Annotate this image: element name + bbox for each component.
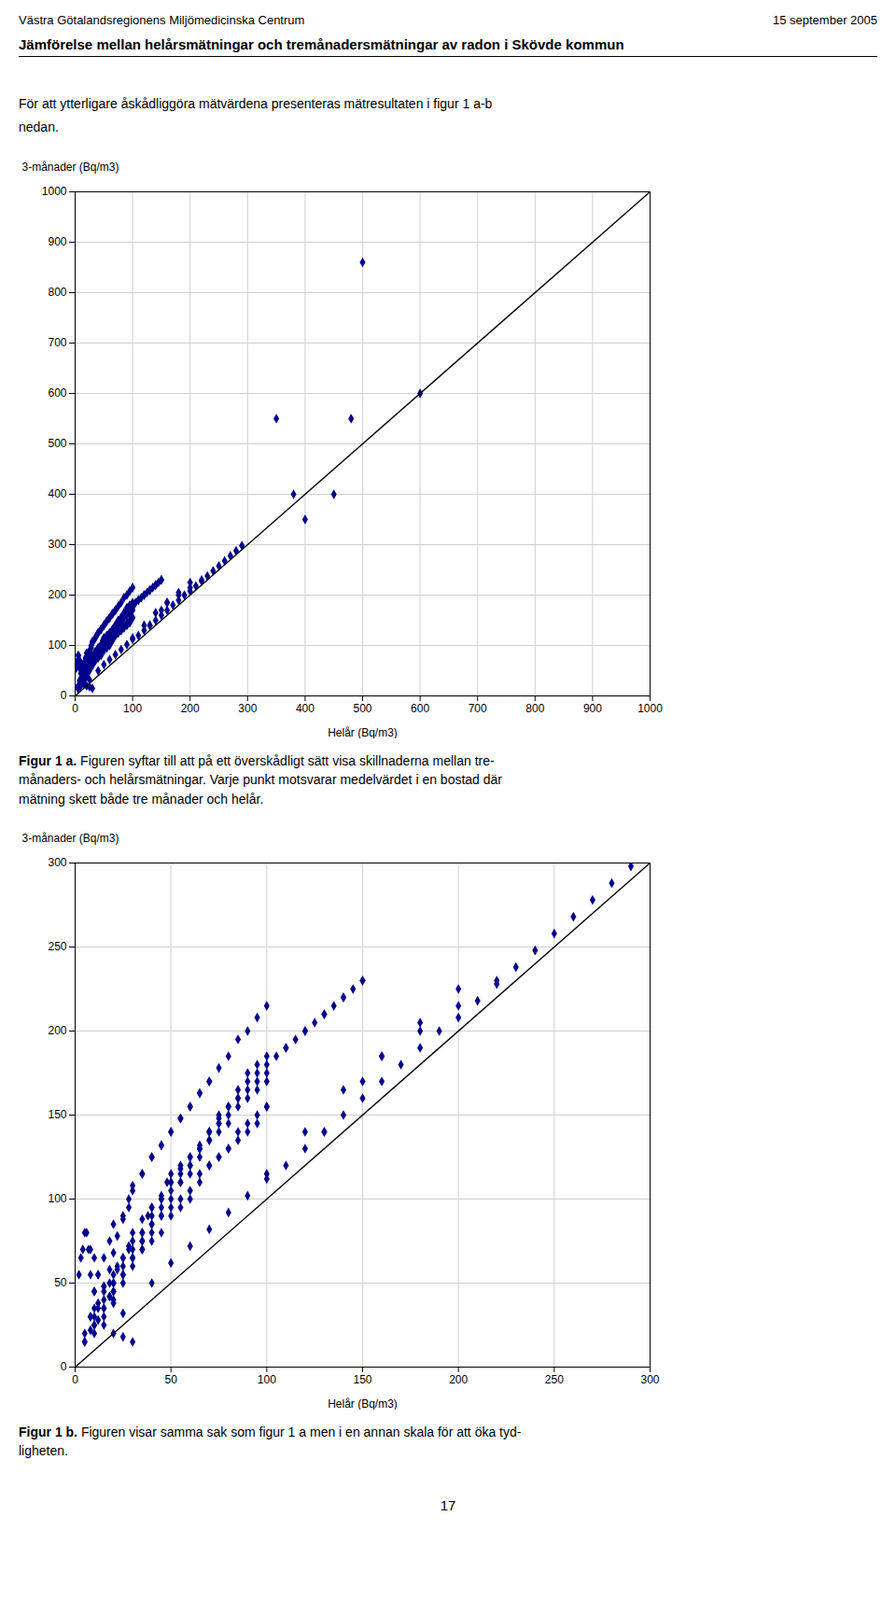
svg-text:900: 900 [583, 701, 602, 715]
svg-text:200: 200 [47, 1023, 67, 1037]
svg-text:50: 50 [164, 1372, 178, 1386]
svg-text:100: 100 [47, 1191, 67, 1205]
svg-text:500: 500 [47, 436, 67, 450]
svg-text:Helår (Bq/m3): Helår (Bq/m3) [327, 1396, 398, 1410]
svg-text:400: 400 [295, 701, 315, 715]
svg-text:0: 0 [60, 688, 68, 702]
svg-text:200: 200 [47, 588, 67, 602]
svg-text:300: 300 [47, 537, 67, 551]
html-text:nedan.: nedan. [18, 119, 59, 135]
svg-text:400: 400 [47, 487, 67, 501]
svg-text:600: 600 [47, 386, 67, 400]
svg-text:100: 100 [47, 638, 67, 652]
svg-text:800: 800 [47, 285, 67, 299]
svg-text:700: 700 [47, 336, 67, 350]
svg-text:50: 50 [54, 1275, 68, 1289]
svg-text:600: 600 [410, 701, 430, 715]
svg-text:0: 0 [71, 701, 79, 715]
svg-text:300: 300 [47, 855, 67, 869]
svg-text:300: 300 [640, 1372, 659, 1386]
svg-text:Helår (Bq/m3): Helår (Bq/m3) [327, 726, 398, 740]
svg-text:150: 150 [352, 1372, 372, 1386]
svg-text:800: 800 [525, 701, 545, 715]
svg-text:300: 300 [238, 701, 257, 715]
svg-text:500: 500 [352, 701, 372, 715]
svg-text:200: 200 [448, 1372, 468, 1386]
svg-text:1000: 1000 [637, 701, 663, 715]
svg-text:100: 100 [123, 701, 142, 715]
svg-text:3-månader (Bq/m3): 3-månader (Bq/m3) [22, 831, 120, 845]
html-text:För att ytterligare åskådliggö: För att ytterligare åskådliggöra mätvärd… [18, 96, 493, 112]
svg-text:150: 150 [47, 1107, 67, 1121]
svg-text:3-månader (Bq/m3): 3-månader (Bq/m3) [22, 160, 120, 174]
html-text:15 september 2005: 15 september 2005 [772, 13, 878, 28]
svg-text:900: 900 [47, 235, 67, 249]
svg-text:700: 700 [468, 701, 488, 715]
svg-text:200: 200 [181, 701, 200, 715]
html-text:Figur 1 b. Figuren visar samma: Figur 1 b. Figuren visar samma sak som f… [18, 1424, 522, 1459]
html-text:17: 17 [440, 1497, 456, 1514]
html-text:Figur 1 a. Figuren syftar till: Figur 1 a. Figuren syftar till att på et… [18, 753, 503, 807]
svg-text:1000: 1000 [42, 184, 68, 198]
svg-text:250: 250 [545, 1372, 564, 1386]
svg-text:0: 0 [71, 1372, 79, 1386]
svg-text:0: 0 [60, 1359, 68, 1373]
svg-text:100: 100 [257, 1372, 277, 1386]
html-text:Jämförelse mellan helårsmätnin: Jämförelse mellan helårsmätningar och tr… [18, 36, 624, 53]
svg-text:250: 250 [47, 939, 67, 953]
html-text:Västra Götalandsregionens Milj: Västra Götalandsregionens Miljömedicinsk… [18, 13, 305, 28]
